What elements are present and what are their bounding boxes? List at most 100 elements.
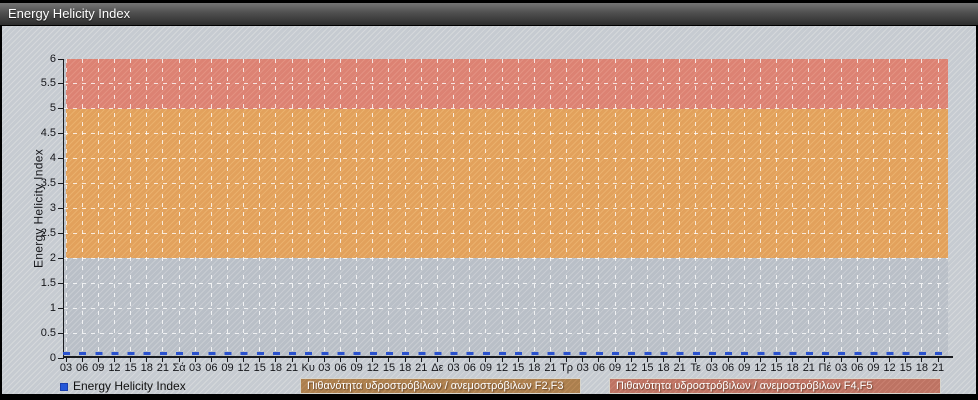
x-tick-mark (759, 358, 761, 362)
gridline-vertical (792, 59, 794, 358)
gridline-vertical (81, 59, 83, 358)
x-tick-label: 09 (350, 362, 363, 374)
x-tick-mark (340, 358, 342, 362)
x-tick-label: 18 (140, 362, 153, 374)
x-tick-mark (307, 358, 309, 362)
gridline-horizontal (64, 158, 948, 160)
legend: Energy Helicity Index (60, 379, 186, 393)
x-tick-mark (210, 358, 212, 362)
x-tick-mark (776, 358, 778, 362)
x-tick-mark (614, 358, 616, 362)
x-tick-label: 21 (544, 362, 557, 374)
x-tick-mark (259, 358, 261, 362)
gridline-vertical (404, 59, 406, 358)
x-tick-mark (226, 358, 228, 362)
x-tick-label: 03 (318, 362, 331, 374)
plot-area: Energy Helicity Index 0 0.5 1 1.5 2 2.5 3 3.5 4 4… (32, 53, 953, 374)
x-tick-mark (65, 358, 67, 362)
y-tick-mark (58, 108, 63, 110)
x-tick-mark (194, 358, 196, 362)
x-tick-label: Σά (172, 362, 186, 374)
gridline-vertical (533, 59, 535, 358)
x-tick-mark (501, 358, 503, 362)
x-tick-label: 09 (221, 362, 234, 374)
x-tick-mark (485, 358, 487, 362)
title-bar: Energy Helicity Index (0, 0, 978, 26)
gridline-horizontal (64, 232, 948, 234)
x-tick-label: 06 (721, 362, 735, 374)
x-tick-mark (840, 358, 842, 362)
gridline-vertical (566, 59, 568, 358)
x-tick-mark (921, 358, 923, 362)
x-tick-mark (113, 358, 115, 362)
x-tick-label: 18 (269, 362, 283, 374)
gridline-vertical (662, 59, 664, 358)
x-tick-label: 12 (237, 362, 250, 374)
x-tick-label: 03 (576, 362, 589, 374)
x-tick-label: 18 (657, 362, 670, 374)
x-tick-label: 12 (625, 362, 638, 374)
x-tick-label: 06 (205, 362, 218, 374)
y-tick-label: 3 (49, 202, 56, 214)
y-tick-label: 2.5 (40, 226, 56, 239)
gridline-horizontal (64, 307, 948, 309)
chart-canvas: Energy Helicity Index 0 0.5 1 1.5 2 2.5 3 3.5 4 4… (2, 26, 976, 394)
x-tick-label: 06 (334, 362, 347, 374)
y-tick-mark (58, 183, 63, 185)
x-tick-mark (243, 358, 245, 362)
y-tick-label: 5 (49, 102, 56, 115)
gridline-vertical (372, 59, 374, 358)
gridline-vertical (65, 59, 67, 358)
gridline-vertical (340, 59, 342, 358)
x-tick-mark (517, 358, 519, 362)
x-tick-mark (323, 358, 325, 362)
x-tick-mark (743, 358, 745, 362)
gridline-vertical (549, 59, 551, 358)
x-tick-mark (937, 358, 939, 362)
x-tick-label: 12 (108, 362, 121, 374)
x-tick-label: Δε (431, 362, 444, 374)
x-tick-mark (662, 358, 664, 362)
gridline-vertical (630, 59, 632, 358)
gridline-vertical (307, 59, 309, 358)
gridline-vertical (727, 59, 729, 358)
x-tick-label: 06 (851, 362, 864, 374)
gridline-horizontal (64, 83, 948, 85)
y-tick-label: 0.5 (40, 326, 56, 339)
x-tick-label: 21 (931, 362, 945, 374)
x-tick-mark (856, 358, 858, 362)
x-tick-label: 03 (59, 362, 73, 374)
x-tick-mark (469, 358, 471, 362)
gridline-vertical (291, 59, 293, 358)
gridline-vertical (243, 59, 245, 358)
x-tick-label: 12 (366, 362, 379, 374)
x-tick-mark (598, 358, 600, 362)
gridline-horizontal (64, 208, 948, 209)
x-tick-label: 15 (770, 362, 783, 374)
gridline-vertical (824, 59, 826, 358)
x-tick-label: Τε (690, 362, 701, 374)
x-tick-mark (404, 358, 406, 362)
gridline-vertical (113, 59, 115, 358)
y-tick-label: 1.5 (40, 276, 56, 289)
gridline-vertical (856, 59, 858, 358)
x-tick-mark (291, 358, 293, 362)
y-tick-label: 0 (49, 351, 56, 364)
x-tick-label: 03 (834, 362, 848, 374)
gridline-vertical (679, 59, 681, 358)
x-tick-mark (388, 358, 390, 362)
x-tick-mark (695, 358, 697, 362)
y-tick-mark (58, 208, 63, 209)
gridline-vertical (501, 59, 503, 358)
gridline-vertical (97, 59, 99, 358)
y-tick-mark (58, 307, 63, 309)
x-tick-label: Πέ (818, 362, 832, 374)
y-tick-label: 2 (49, 251, 56, 264)
x-tick-label: 06 (76, 362, 89, 374)
x-tick-label: Κυ (301, 362, 315, 374)
x-tick-label: 15 (512, 362, 525, 374)
gridline-horizontal (64, 257, 948, 259)
x-tick-label: 18 (528, 362, 541, 374)
gridline-vertical (776, 59, 778, 358)
x-tick-mark (872, 358, 874, 362)
